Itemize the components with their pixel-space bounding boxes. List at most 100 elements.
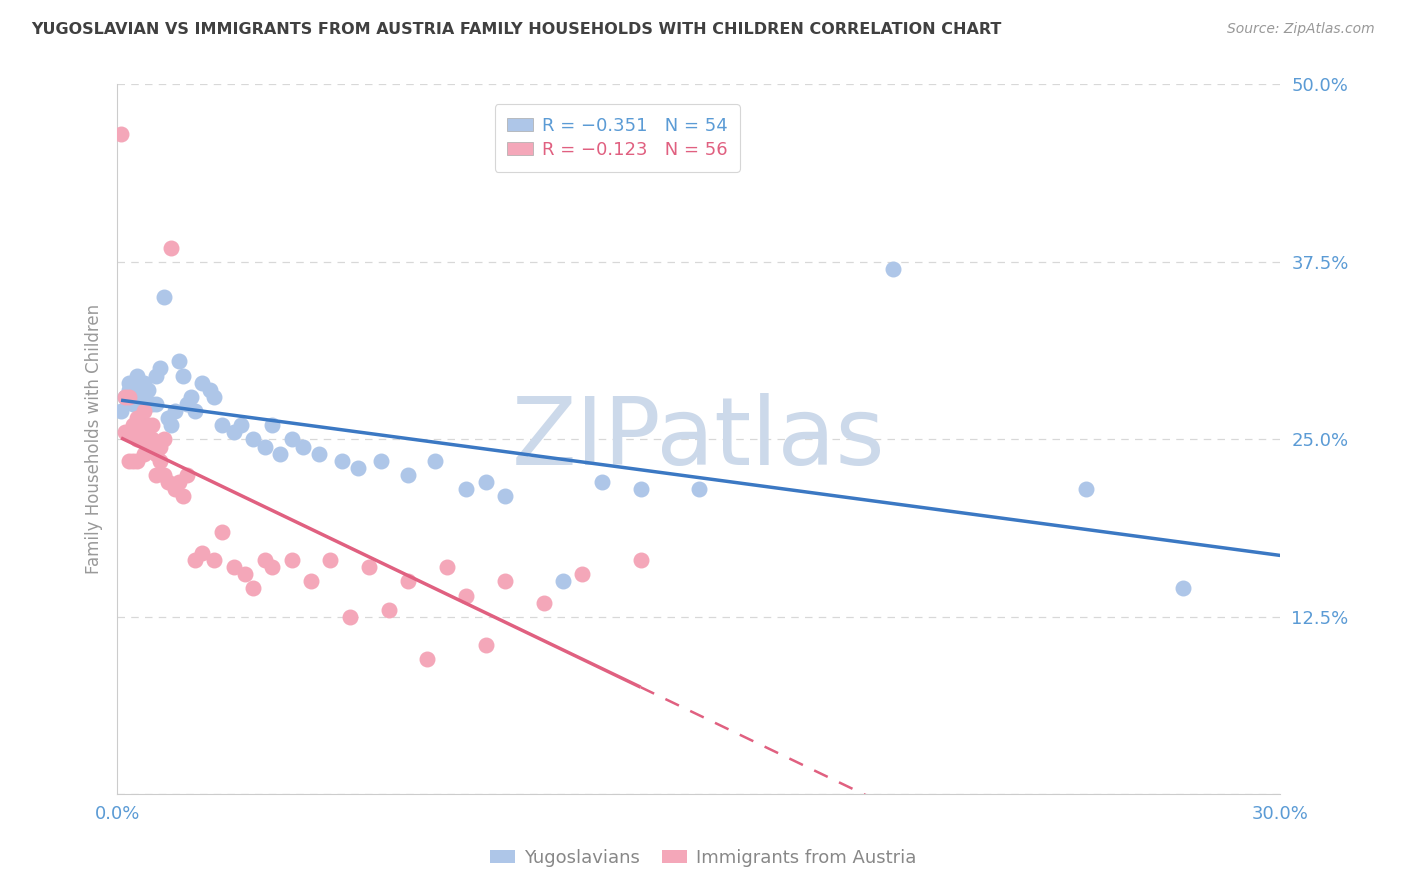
Point [346,460,368,475]
Point [233,567,256,582]
Point [396,467,419,482]
Point [125,368,148,383]
Point [134,433,156,447]
Point [176,397,198,411]
Point [377,603,399,617]
Point [121,390,143,404]
Point [114,425,136,440]
Point [292,440,315,454]
Point [370,453,392,467]
Point [129,418,152,433]
Point [125,383,148,397]
Point [630,553,652,567]
Point [262,418,284,433]
Point [202,553,225,567]
Point [280,433,302,447]
Point [118,425,141,440]
Point [156,475,179,489]
Point [114,390,136,404]
Point [156,411,179,425]
Point [149,453,172,467]
Point [136,383,159,397]
Point [134,390,156,404]
Text: YUGOSLAVIAN VS IMMIGRANTS FROM AUSTRIA FAMILY HOUSEHOLDS WITH CHILDREN CORRELATI: YUGOSLAVIAN VS IMMIGRANTS FROM AUSTRIA F… [31,22,1001,37]
Point [125,453,148,467]
Point [129,411,152,425]
Point [121,397,143,411]
Point [494,574,516,589]
Point [242,582,264,596]
Point [262,560,284,574]
Point [630,482,652,496]
Point [172,368,194,383]
Point [191,376,214,390]
Point [456,589,478,603]
Point [1173,582,1195,596]
Point [118,383,141,397]
Point [280,553,302,567]
Point [136,440,159,454]
Point [149,361,172,376]
Point [231,418,253,433]
Point [200,383,222,397]
Point [134,447,156,461]
Point [202,390,225,404]
Point [114,390,136,404]
Point [172,489,194,503]
Text: Source: ZipAtlas.com: Source: ZipAtlas.com [1227,22,1375,37]
Point [222,425,245,440]
Point [134,376,156,390]
Point [269,447,291,461]
Y-axis label: Family Households with Children: Family Households with Children [86,304,103,574]
Point [299,574,322,589]
Point [551,574,574,589]
Point [416,652,439,666]
Point [145,368,167,383]
Point [253,553,276,567]
Point [121,453,143,467]
Point [145,447,167,461]
Point [152,433,174,447]
Point [145,397,167,411]
Point [141,433,163,447]
Point [882,262,904,277]
Point [180,390,202,404]
Point [222,560,245,574]
Point [688,482,710,496]
Point [110,127,132,141]
Point [149,440,172,454]
Point [167,475,190,489]
Point [211,524,233,539]
Point [118,453,141,467]
Point [184,553,207,567]
Point [129,397,152,411]
Point [423,453,446,467]
Point [533,596,555,610]
Point [211,418,233,433]
Point [184,404,207,418]
Point [165,404,187,418]
Point [167,354,190,368]
Point [176,467,198,482]
Point [125,433,148,447]
Point [125,411,148,425]
Point [571,567,593,582]
Point [129,433,152,447]
Point [141,397,163,411]
Point [359,560,381,574]
Point [1076,482,1098,496]
Point [319,553,342,567]
Point [160,241,183,255]
Point [134,404,156,418]
Point [456,482,478,496]
Legend: R = −0.351   N = 54, R = −0.123   N = 56: R = −0.351 N = 54, R = −0.123 N = 56 [495,104,740,172]
Point [152,290,174,304]
Text: ZIPatlas: ZIPatlas [512,393,886,485]
Point [121,418,143,433]
Point [145,467,167,482]
Point [494,489,516,503]
Point [474,475,496,489]
Point [152,467,174,482]
Point [136,418,159,433]
Point [474,638,496,652]
